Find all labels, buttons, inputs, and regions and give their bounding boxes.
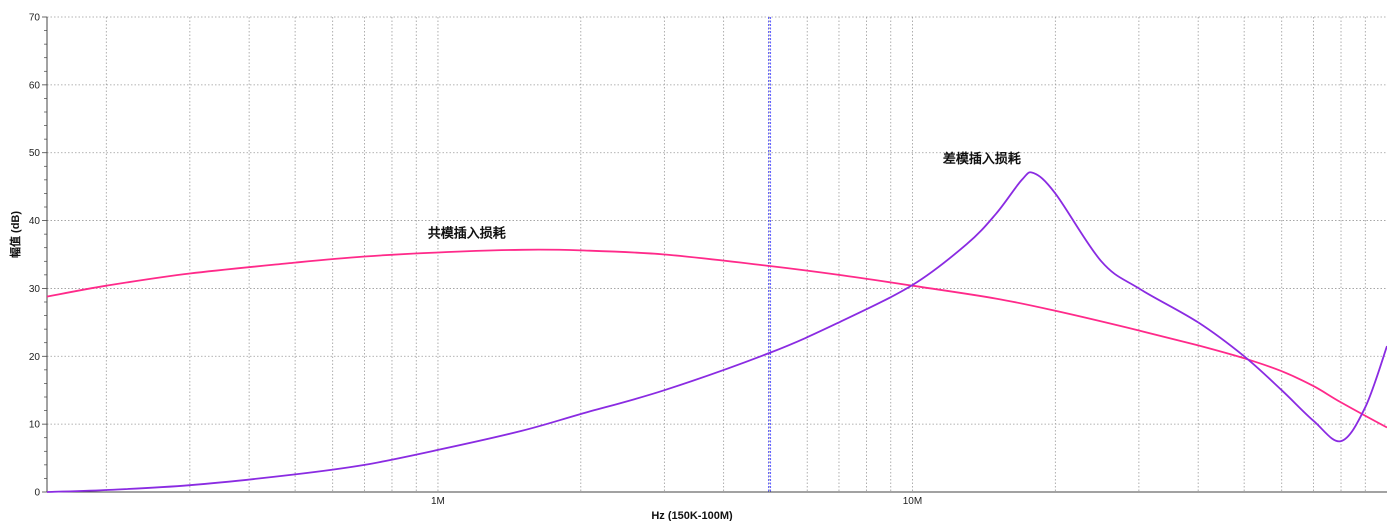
- labels: Hz (150K-100M) 幅值 (dB) 共模插入损耗 差模插入损耗: [8, 151, 1021, 521]
- y-tick-label: 0: [34, 488, 40, 499]
- y-tick-label: 70: [29, 13, 41, 24]
- series-common-mode: [46, 248, 1387, 429]
- y-tick-label: 40: [29, 216, 41, 227]
- y-tick-label: 10: [29, 420, 41, 431]
- x-tick-label: 10M: [903, 496, 922, 507]
- annotation-differential-mode: 差模插入损耗: [943, 151, 1021, 167]
- grid: [47, 16, 1387, 492]
- y-tick-label: 60: [29, 80, 41, 91]
- y-tick-label: 20: [29, 352, 41, 363]
- x-tick-label: 1M: [431, 496, 445, 507]
- series-differential-mode: [46, 171, 1387, 493]
- axes: 0 10 20 30 40 50 60 70 1M 10M: [29, 13, 1387, 507]
- series-group: [46, 171, 1387, 493]
- y-tick-label: 30: [29, 284, 41, 295]
- y-axis-title: 幅值 (dB): [8, 211, 22, 258]
- annotation-common-mode: 共模插入损耗: [428, 226, 506, 242]
- y-tick-label: 50: [29, 148, 41, 159]
- x-axis-title: Hz (150K-100M): [651, 510, 733, 521]
